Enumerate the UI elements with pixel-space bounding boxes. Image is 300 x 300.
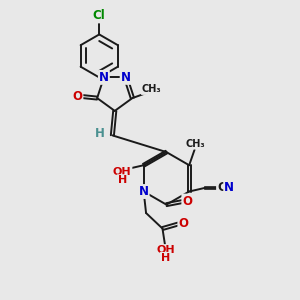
Text: N: N: [121, 71, 130, 84]
Text: H: H: [118, 175, 127, 185]
Text: CH₃: CH₃: [142, 84, 161, 94]
Text: N: N: [224, 182, 234, 194]
Text: H: H: [161, 253, 170, 263]
Text: O: O: [72, 90, 82, 103]
Text: CH₃: CH₃: [186, 139, 206, 149]
Text: H: H: [95, 128, 105, 140]
Text: OH: OH: [156, 245, 175, 255]
Text: OH: OH: [113, 167, 131, 177]
Text: O: O: [178, 217, 188, 230]
Text: N: N: [99, 71, 109, 84]
Text: N: N: [139, 185, 149, 198]
Text: C: C: [217, 182, 226, 194]
Text: Cl: Cl: [93, 9, 106, 22]
Text: O: O: [182, 195, 192, 208]
